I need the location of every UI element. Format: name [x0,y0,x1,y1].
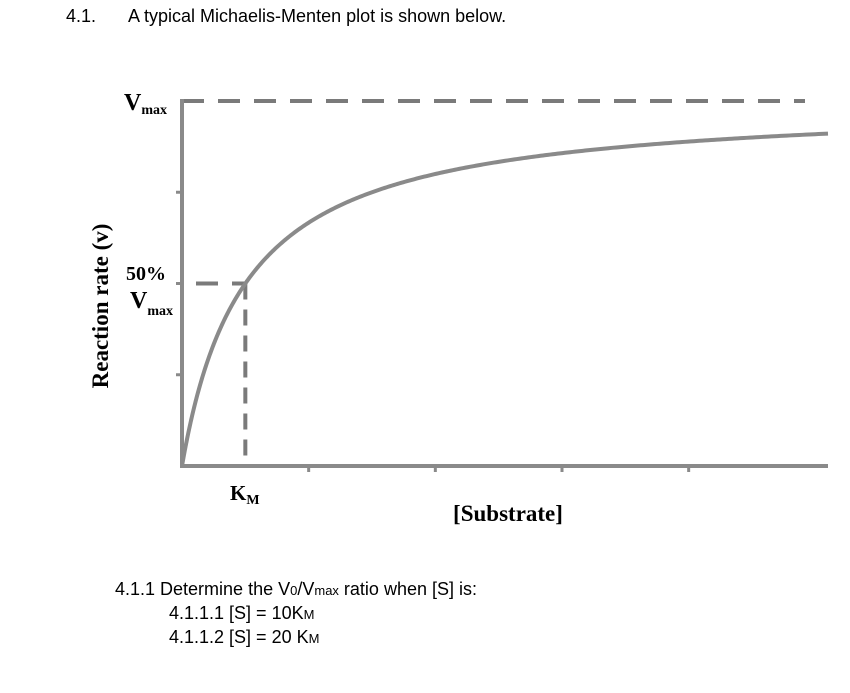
km-label: KM [230,481,260,508]
question-text: A typical Michaelis-Menten plot is shown… [128,6,507,26]
vmax-label: Vmax [124,90,167,118]
subquestion-item: 4.1.1.1 [S] = 10KM [169,603,315,623]
subquestion-prompt: 4.1.1 Determine the V0/Vmax ratio when [… [115,579,477,599]
michaelis-menten-curve [180,131,829,467]
x-axis-label: [Substrate] [453,501,563,526]
half-vmax-label: Vmax [130,288,173,319]
question-number: 4.1. [66,6,97,26]
y-axis-label: Reaction rate (v) [88,224,113,389]
subquestion-item: 4.1.1.2 [S] = 20 KM [169,627,320,647]
michaelis-menten-chart: Reaction rate (v) Vmax 50% Vmax KM [Subs… [88,90,829,526]
question-heading: 4.1. A typical Michaelis-Menten plot is s… [66,6,506,27]
half-vmax-percent-label: 50% [126,263,166,285]
subquestion: 4.1.1 Determine the V0/Vmax ratio when [… [115,578,477,650]
